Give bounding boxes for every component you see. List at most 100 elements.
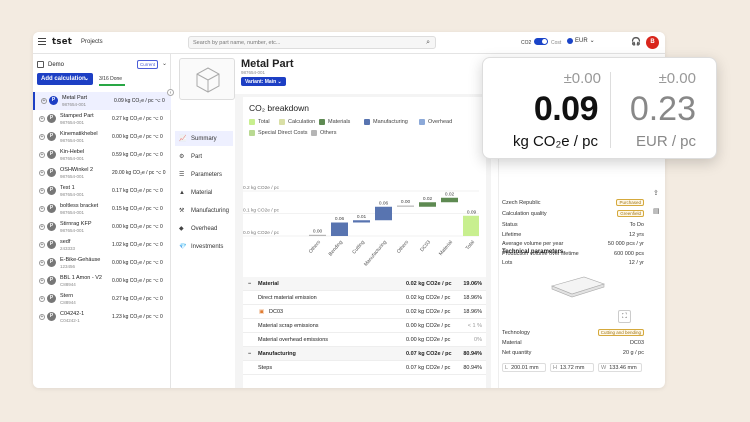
detail-value: 50 000 pcs / yr [607,241,644,247]
part-list-item[interactable]: + P Stamped Part 987654-001 0.27 kg CO₂e / p… [33,110,171,128]
tab-part[interactable]: ⚙ Part [175,149,233,164]
table-group-row[interactable]: − Manufacturing 0.07 kg CO2e / pc 80.94% [243,347,486,361]
technical-parameters-title: Technical parameters [502,249,564,255]
part-badge: P [47,168,56,177]
legend-swatch [249,130,255,136]
search-icon[interactable]: ⌕ [426,39,430,46]
support-icon[interactable]: 🎧 [631,37,641,46]
search-input[interactable]: Search by part name, number, etc... ⌕ [188,36,436,49]
expand-icon[interactable]: + [39,224,45,230]
collapse-icon[interactable]: − [248,281,252,287]
tab-manufacturing[interactable]: ⚒ Manufacturing [175,203,233,218]
expand-icon[interactable]: + [39,296,45,302]
tab-material[interactable]: ▲ Material [175,185,233,200]
tab-investments[interactable]: 💎 Investments [175,239,233,254]
row-value: 0.02 kg CO2e / pc [406,309,451,315]
dimension-value: 133.46 mm [609,365,637,371]
legend-item[interactable]: Overhead [419,119,452,125]
part-list-item[interactable]: + P Stern C88944 0.27 kg CO₂e / pc ⌥ 0 [33,290,171,308]
menu-icon[interactable] [38,38,46,46]
tab-icon: ⚙ [179,154,185,160]
expand-icon[interactable]: + [39,242,45,248]
expand-icon[interactable]: + [39,260,45,266]
share-icon[interactable]: ⇪ [653,190,659,197]
legend-item[interactable]: Others [311,130,337,136]
cost-value: 0.23 [629,90,696,128]
nav-projects[interactable]: Projects [81,39,103,45]
table-group-row[interactable]: − Material 0.02 kg CO2e / pc 19.06% [243,277,486,291]
expand-icon[interactable]: + [39,188,45,194]
legend-item[interactable]: Materials [319,119,350,125]
row-percent: 18.96% [463,295,482,301]
expand-icon[interactable]: + [39,116,45,122]
part-id: C88944 [60,282,76,287]
part-list-item[interactable]: + P Kin-Hebel 987654-001 0.59 kg CO₂e / pc ⌥… [33,146,171,164]
tab-icon: 📈 [179,136,187,142]
add-calculation-button[interactable]: Add calculation ⌄ [37,73,93,85]
co2-cost-toggle[interactable] [534,38,548,45]
table-row[interactable]: Steps 0.07 kg CO2e / pc 80.94% [243,361,486,375]
tab-icon: ⚒ [179,208,185,214]
part-list-item[interactable]: + P Metal Part 987654-001 0.09 kg CO₂e / pc … [33,92,171,110]
part-list-item[interactable]: + P Stirnrag KFP 987654-001 0.00 kg CO₂e / p… [33,218,171,236]
expand-icon[interactable]: + [41,98,47,104]
breakdown-card [243,97,486,388]
chart-bar [397,205,414,207]
part-list-item[interactable]: + P Kinematikhebel 987654-001 0.00 kg CO₂e /… [33,128,171,146]
co2-toggle-label: CO2 [521,40,532,46]
app-logo[interactable]: tset [52,37,73,47]
legend-item[interactable]: Special Direct Costs [249,130,308,136]
detail-key: Material [502,340,522,346]
expand-icon[interactable]: + [39,134,45,140]
document-icon[interactable]: ▤ [653,208,660,215]
part-name: Metal Part [62,95,88,101]
avatar[interactable]: B [646,36,659,49]
row-percent: 0% [474,337,482,343]
part-list-item[interactable]: + P Test 1 987654-001 0.17 kg CO₂e / pc ⌥ 0 [33,182,171,200]
legend-item[interactable]: Total [249,119,270,125]
legend-item[interactable]: Manufacturing [364,119,408,125]
part-list-item[interactable]: + P E-Bike-Gehäuse 123456 0.00 kg CO₂e / pc … [33,254,171,272]
expand-icon[interactable]: + [39,152,45,158]
currency-select[interactable]: EUR ⌄ [567,37,595,44]
dimension-value: 13.72 mm [559,365,585,371]
variant-selector[interactable]: Variant: Main ⌄ [241,77,286,86]
table-row[interactable]: Material scrap emissions 0.00 kg CO2e / p… [243,319,486,333]
detail-key: Status [502,222,518,228]
collapse-sidebar-button[interactable]: ‹ [167,89,174,96]
table-row[interactable]: Material overhead emissions 0.00 kg CO2e … [243,333,486,347]
cost-toggle-label: Cost [551,40,562,46]
variant-label: Variant: Main [245,79,277,85]
tree-icon: ⌥ [152,206,159,212]
part-id: 987654-001 [60,138,85,143]
legend-item[interactable]: Calculation [279,119,315,125]
tab-parameters[interactable]: ☰ Parameters [175,167,233,182]
detail-key: Technology [502,330,530,336]
part-list-item[interactable]: + P BBL 1 Amon - V2 C88944 0.00 kg CO₂e / pc… [33,272,171,290]
expand-icon[interactable]: + [39,278,45,284]
legend-label: Total [258,119,270,125]
row-value: 0.07 kg CO2e / pc [406,365,451,371]
table-row[interactable]: Direct material emission 0.02 kg CO2e / p… [243,291,486,305]
progress-text: 3/16 Done [99,76,123,82]
expand-icon[interactable]: ⛶ [618,310,631,323]
part-name: BBL 1 Amon - V2 [60,275,102,281]
workspace-selector[interactable]: Demo Current ⌄ [37,59,167,70]
part-list-item[interactable]: + P C04242-1 C04242-1 1.23 kg CO₂e / pc ⌥ 0 [33,308,171,326]
collapse-icon[interactable]: − [248,351,252,357]
tab-label: Part [191,153,203,160]
tab-summary[interactable]: 📈 Summary [175,131,233,146]
expand-icon[interactable]: + [39,314,45,320]
row-label: DC03 [269,309,284,315]
row-label: Direct material emission [258,295,317,301]
part-name: sedf [60,239,71,245]
table-row[interactable]: ▣ DC03 0.02 kg CO2e / pc 18.96% [243,305,486,319]
part-name: Kin-Hebel [60,149,85,155]
expand-icon[interactable]: + [39,206,45,212]
chart-bar [441,197,458,203]
tab-overhead[interactable]: ◆ Overhead [175,221,233,236]
part-list-item[interactable]: + P OSHWinkel 2 987654-001 20.00 kg CO₂e / p… [33,164,171,182]
expand-icon[interactable]: + [39,170,45,176]
